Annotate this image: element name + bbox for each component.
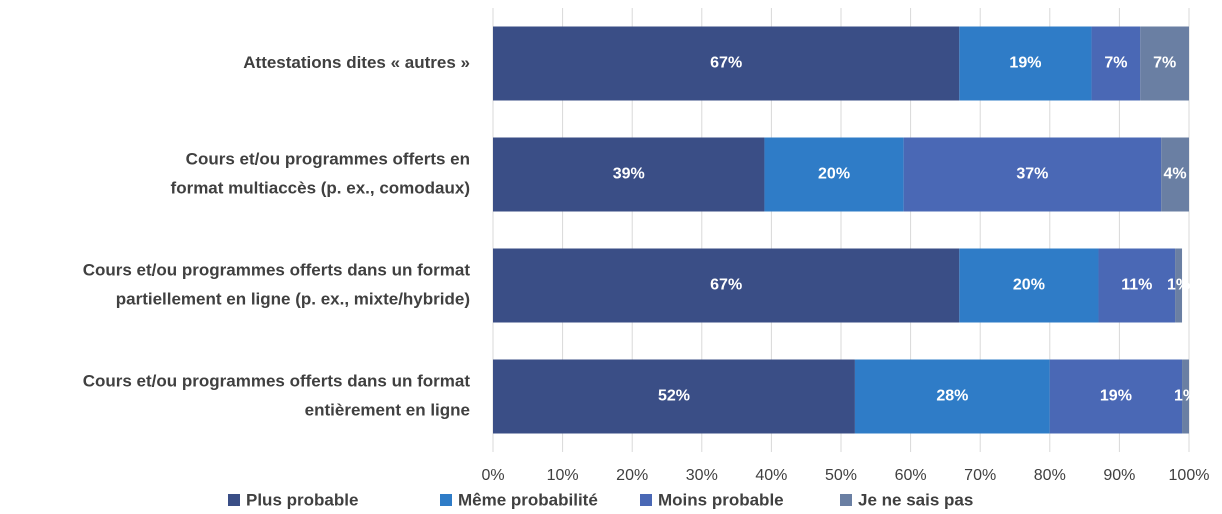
value-label: 20% bbox=[818, 166, 850, 183]
legend-label: Même probabilité bbox=[458, 490, 598, 509]
category-label: Cours et/ou programmes offerts dans un f… bbox=[83, 260, 471, 279]
x-tick-label: 50% bbox=[825, 467, 857, 484]
x-tick-label: 100% bbox=[1169, 467, 1210, 484]
value-label: 19% bbox=[1100, 388, 1132, 405]
bar-segment bbox=[1091, 26, 1141, 101]
category-label: format multiaccès (p. ex., comodaux) bbox=[171, 178, 470, 197]
x-tick-label: 20% bbox=[616, 467, 648, 484]
value-label: 7% bbox=[1153, 55, 1176, 72]
value-label: 4% bbox=[1164, 166, 1187, 183]
legend-swatch bbox=[840, 494, 852, 506]
x-tick-label: 70% bbox=[964, 467, 996, 484]
x-tick-label: 60% bbox=[895, 467, 927, 484]
category-label: entièrement en ligne bbox=[305, 400, 470, 419]
value-label: 39% bbox=[613, 166, 645, 183]
bar-segment bbox=[903, 137, 1162, 212]
value-label: 67% bbox=[710, 277, 742, 294]
value-label: 20% bbox=[1013, 277, 1045, 294]
bar-segment bbox=[493, 26, 960, 101]
bar-segment bbox=[1049, 359, 1183, 434]
value-label: 1% bbox=[1174, 388, 1197, 405]
legend-label: Plus probable bbox=[246, 490, 358, 509]
bar-segment bbox=[1161, 137, 1189, 212]
bar-segment bbox=[1098, 248, 1176, 323]
x-tick-label: 80% bbox=[1034, 467, 1066, 484]
value-label: 7% bbox=[1104, 55, 1127, 72]
bar-segment bbox=[959, 26, 1092, 101]
value-label: 52% bbox=[658, 388, 690, 405]
value-label: 19% bbox=[1009, 55, 1041, 72]
x-tick-label: 90% bbox=[1103, 467, 1135, 484]
x-tick-label: 0% bbox=[481, 467, 504, 484]
x-tick-label: 40% bbox=[755, 467, 787, 484]
value-label: 67% bbox=[710, 55, 742, 72]
bar-segment bbox=[764, 137, 904, 212]
legend-label: Je ne sais pas bbox=[858, 490, 973, 509]
bar-segment bbox=[493, 137, 765, 212]
category-label: Cours et/ou programmes offerts en bbox=[186, 149, 470, 168]
value-label: 37% bbox=[1016, 166, 1048, 183]
category-label: Cours et/ou programmes offerts dans un f… bbox=[83, 371, 471, 390]
bar-segment bbox=[959, 248, 1099, 323]
value-label: 28% bbox=[936, 388, 968, 405]
bar-segment bbox=[1175, 248, 1183, 323]
x-tick-label: 10% bbox=[547, 467, 579, 484]
legend-swatch bbox=[640, 494, 652, 506]
x-tick-label: 30% bbox=[686, 467, 718, 484]
legend-label: Moins probable bbox=[658, 490, 784, 509]
legend-swatch bbox=[228, 494, 240, 506]
bar-segment bbox=[1182, 359, 1189, 434]
bar-segment bbox=[493, 248, 960, 323]
bar-segment bbox=[1140, 26, 1189, 101]
bar-segment bbox=[854, 359, 1050, 434]
legend-swatch bbox=[440, 494, 452, 506]
category-label: partiellement en ligne (p. ex., mixte/hy… bbox=[116, 289, 470, 308]
bar-segment bbox=[493, 359, 855, 434]
value-label: 11% bbox=[1121, 277, 1152, 294]
category-label: Attestations dites « autres » bbox=[243, 53, 470, 72]
value-label: 1% bbox=[1167, 277, 1190, 294]
